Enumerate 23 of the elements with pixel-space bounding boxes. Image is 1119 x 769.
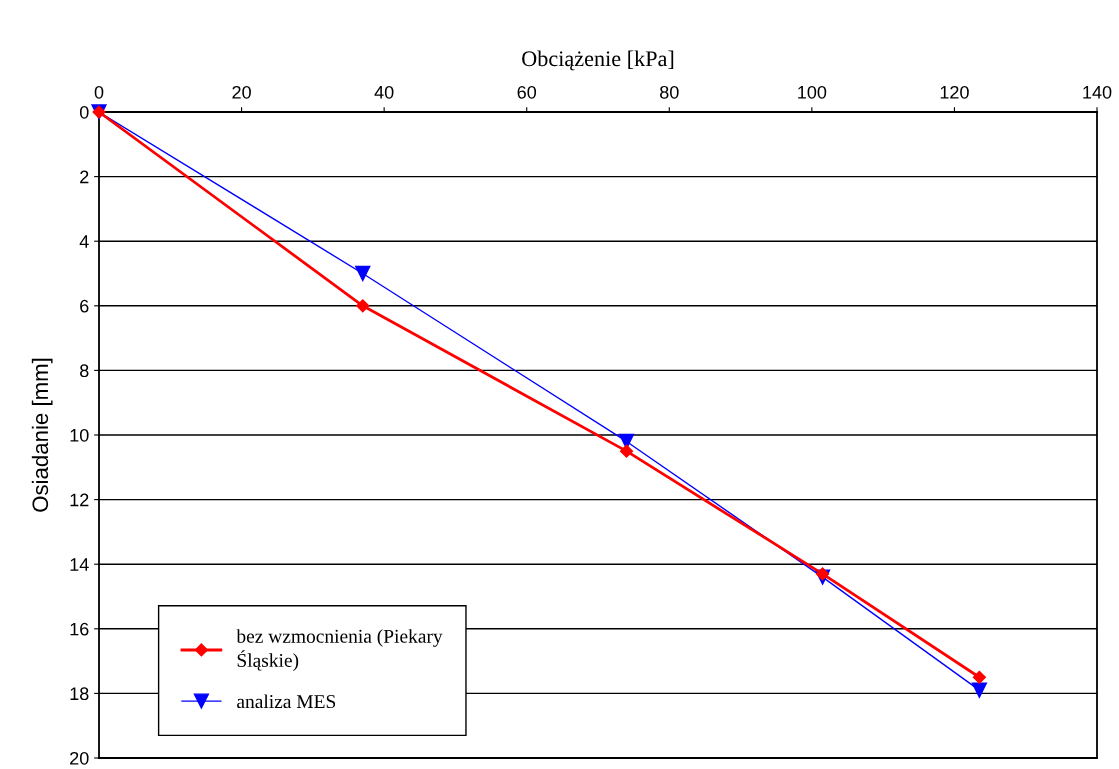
x-tick-label: 140 [1083, 85, 1112, 99]
y-tick-label: 0 [79, 105, 89, 119]
x-tick-label: 60 [517, 85, 537, 99]
y-tick-label: 6 [80, 299, 89, 313]
x-tick-label: 100 [798, 85, 827, 99]
x-tick-label: 20 [232, 85, 251, 99]
x-tick-label: 40 [374, 85, 394, 99]
x-axis-title: Obciążenie [kPa] [522, 50, 674, 71]
y-axis-title: Osiadanie [mm] [31, 358, 53, 512]
x-tick-label: 120 [940, 85, 969, 99]
y-tick-label: 12 [70, 493, 89, 507]
y-tick-label: 4 [79, 235, 89, 248]
legend-label: bez wzmocnienia (Piekary Śląskie) [236, 629, 443, 671]
y-tick-label: 8 [80, 364, 89, 378]
x-tick-label: 0 [94, 85, 104, 99]
y-tick-label: 18 [70, 687, 89, 701]
y-tick-label: 14 [70, 558, 89, 571]
legend-label: analiza MES [237, 694, 336, 709]
x-tick-label: 80 [660, 85, 679, 99]
y-tick-label: 20 [70, 751, 89, 765]
y-tick-label: 2 [80, 170, 89, 184]
y-tick-label: 16 [70, 622, 89, 636]
y-tick-label: 10 [70, 428, 89, 442]
